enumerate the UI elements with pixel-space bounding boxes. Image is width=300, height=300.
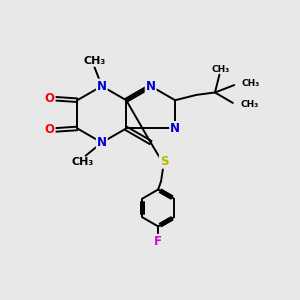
Text: CH₃: CH₃ bbox=[83, 56, 106, 66]
Text: CH₃: CH₃ bbox=[71, 158, 94, 167]
Text: O: O bbox=[45, 92, 55, 105]
Text: N: N bbox=[146, 80, 156, 93]
Text: N: N bbox=[170, 122, 180, 135]
Text: N: N bbox=[97, 136, 107, 149]
Text: CH₃: CH₃ bbox=[212, 65, 230, 74]
Text: CH₃: CH₃ bbox=[240, 100, 259, 109]
Text: CH₃: CH₃ bbox=[242, 79, 260, 88]
Text: S: S bbox=[160, 155, 168, 168]
Text: F: F bbox=[154, 235, 162, 248]
Text: O: O bbox=[45, 123, 55, 136]
Text: N: N bbox=[97, 80, 107, 93]
